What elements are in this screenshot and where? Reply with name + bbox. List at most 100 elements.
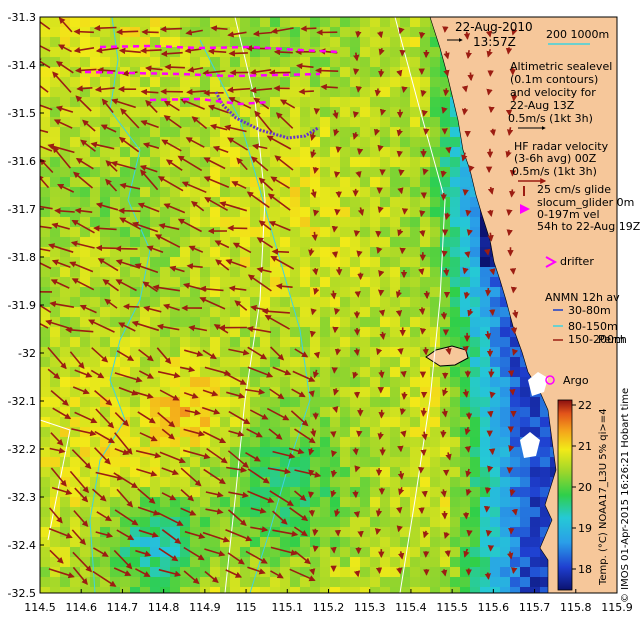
velocity-arrow: [273, 251, 289, 252]
velocity-arrow: [334, 228, 335, 232]
velocity-arrow: [492, 310, 493, 315]
velocity-arrow: [512, 390, 513, 395]
velocity-arrow: [358, 292, 359, 297]
velocity-arrow: [315, 268, 316, 274]
velocity-arrow: [377, 89, 378, 96]
date-label: 22-Aug-2010: [455, 20, 533, 34]
velocity-arrow: [355, 69, 356, 74]
velocity-arrow: [470, 73, 471, 80]
svg-text:0.5m/s (1kt 3h): 0.5m/s (1kt 3h): [512, 165, 597, 178]
velocity-arrow: [443, 430, 444, 437]
hf-radar-legend: HF radar velocity (3-6h avg) 00Z 0.5m/s …: [512, 140, 609, 181]
svg-text:54h to 22-Aug 19Z: 54h to 22-Aug 19Z: [537, 220, 640, 233]
velocity-arrow: [142, 92, 159, 93]
velocity-arrow: [422, 307, 423, 314]
y-tick-label: -32.5: [8, 587, 36, 600]
velocity-arrow: [401, 189, 402, 193]
velocity-arrow: [355, 113, 356, 117]
colorbar-tick-label: 20: [578, 481, 592, 494]
velocity-arrow: [515, 509, 516, 514]
time-label: 13:57Z: [473, 35, 516, 49]
velocity-arrow: [337, 349, 338, 355]
velocity-arrow: [491, 107, 492, 112]
city-label-perth: Perth: [598, 333, 627, 346]
velocity-arrow: [468, 50, 469, 58]
x-tick-label: 115.8: [560, 601, 592, 614]
velocity-arrow: [427, 291, 428, 298]
velocity-arrow: [489, 468, 490, 471]
velocity-arrow: [336, 172, 337, 176]
velocity-arrow: [513, 268, 514, 273]
velocity-arrow: [465, 87, 466, 91]
y-tick-label: -31.7: [8, 203, 36, 216]
x-tick-label: 115.6: [478, 601, 510, 614]
velocity-arrow: [444, 251, 445, 256]
y-tick-label: -31.6: [8, 155, 36, 168]
velocity-arrow: [399, 152, 400, 157]
velocity-arrow: [335, 252, 336, 257]
velocity-arrow: [359, 151, 360, 154]
velocity-arrow: [358, 31, 359, 37]
velocity-arrow: [401, 350, 402, 353]
velocity-arrow: [444, 312, 445, 319]
velocity-arrow: [310, 492, 311, 497]
x-tick-label: 115.1: [272, 601, 304, 614]
velocity-arrow: [322, 87, 338, 88]
x-tick-label: 114.6: [65, 601, 97, 614]
svg-text:Altimetric sealevel: Altimetric sealevel: [510, 60, 612, 73]
velocity-arrow: [161, 29, 182, 30]
velocity-arrow: [78, 88, 93, 89]
velocity-arrow: [466, 512, 467, 518]
velocity-arrow: [421, 213, 422, 216]
velocity-arrow: [488, 530, 489, 535]
y-tick-label: -31.8: [8, 251, 36, 264]
velocity-arrow: [405, 209, 406, 214]
velocity-arrow: [382, 312, 383, 315]
velocity-arrow: [381, 291, 382, 296]
velocity-arrow: [423, 408, 424, 416]
velocity-arrow: [382, 110, 383, 115]
svg-text:0.5m/s (1kt 3h): 0.5m/s (1kt 3h): [508, 112, 593, 125]
velocity-arrow: [468, 212, 469, 215]
svg-text:and velocity for: and velocity for: [510, 86, 596, 99]
velocity-arrow: [470, 168, 471, 171]
velocity-arrow: [443, 109, 444, 112]
x-tick-label: 115.4: [395, 601, 427, 614]
velocity-arrow: [465, 190, 466, 194]
velocity-arrow: [513, 569, 514, 573]
svg-text:25 cm/s glide: 25 cm/s glide: [537, 183, 611, 196]
velocity-arrow: [490, 411, 491, 416]
x-tick-label: 114.9: [189, 601, 221, 614]
x-tick-label: 114.5: [24, 601, 56, 614]
colorbar-title: Temp. (°C) NOAA17_L3U 5% qi>=4: [598, 408, 609, 586]
velocity-arrow: [514, 327, 515, 333]
velocity-arrow: [401, 171, 402, 175]
x-tick-label: 115.5: [436, 601, 468, 614]
colorbar-tick-label: 18: [578, 563, 592, 576]
velocity-arrow: [509, 210, 510, 215]
colorbar-tick-label: 19: [578, 522, 592, 535]
velocity-arrow: [467, 252, 468, 257]
svg-text:30-80m: 30-80m: [568, 304, 611, 317]
velocity-arrow: [209, 51, 226, 52]
velocity-arrow: [97, 248, 118, 249]
x-tick-label: 115.7: [519, 601, 551, 614]
velocity-arrow: [426, 347, 427, 354]
velocity-arrow: [448, 551, 449, 556]
velocity-arrow: [313, 571, 314, 574]
velocity-arrow: [315, 548, 316, 551]
y-tick-label: -31.3: [8, 11, 36, 24]
velocity-arrow: [117, 31, 138, 32]
velocity-arrow: [469, 232, 470, 235]
colorbar-tick-label: 21: [578, 440, 592, 453]
velocity-arrow: [399, 528, 400, 531]
velocity-arrow: [275, 52, 293, 53]
velocity-arrow: [379, 568, 380, 573]
velocity-arrow: [464, 108, 465, 114]
velocity-arrow: [338, 148, 339, 152]
velocity-arrow: [399, 509, 400, 513]
svg-text:(3-6h avg) 00Z: (3-6h avg) 00Z: [514, 152, 597, 165]
velocity-arrow: [313, 310, 314, 314]
y-tick-label: -32.2: [8, 443, 36, 456]
velocity-arrow: [230, 53, 248, 54]
